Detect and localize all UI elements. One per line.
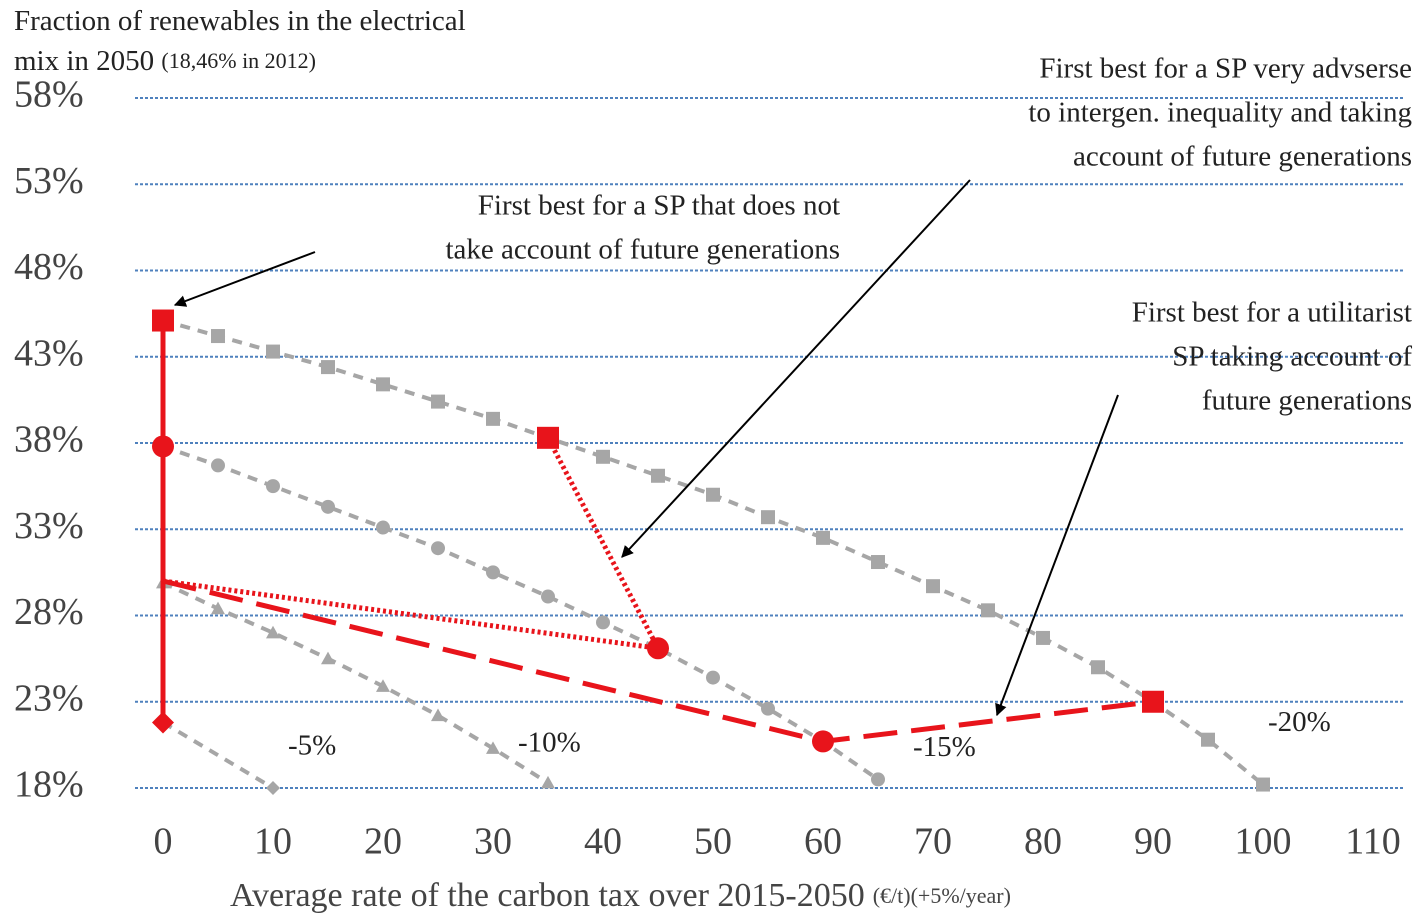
annotation-arrow bbox=[173, 251, 316, 307]
annotation: First best for a SP very advserse bbox=[1039, 53, 1412, 85]
annotation: future generations bbox=[1202, 385, 1412, 417]
marker bbox=[376, 377, 390, 392]
marker bbox=[537, 426, 559, 449]
series-line bbox=[162, 444, 880, 782]
marker bbox=[871, 555, 885, 570]
marker bbox=[376, 520, 390, 535]
marker bbox=[152, 435, 174, 458]
marker bbox=[1256, 777, 1270, 792]
y-tick-label: 58% bbox=[14, 74, 84, 116]
marker bbox=[647, 637, 669, 660]
x-tick-label: 110 bbox=[1345, 821, 1401, 863]
marker bbox=[152, 711, 174, 734]
annotation-arrow bbox=[995, 394, 1119, 717]
marker bbox=[152, 309, 174, 332]
series-line bbox=[161, 720, 275, 790]
x-tick-label: 40 bbox=[584, 821, 622, 863]
marker bbox=[1201, 732, 1215, 747]
x-tick-label: 100 bbox=[1235, 821, 1292, 863]
x-tick-label: 90 bbox=[1134, 821, 1172, 863]
marker bbox=[431, 394, 445, 409]
annotation: First best for a utilitarist bbox=[1132, 297, 1412, 329]
y-tick-label: 48% bbox=[14, 246, 84, 288]
x-tick-label: 70 bbox=[914, 821, 952, 863]
marker bbox=[266, 781, 280, 795]
marker bbox=[812, 730, 834, 753]
marker bbox=[211, 458, 225, 473]
marker bbox=[266, 625, 280, 639]
marker bbox=[321, 499, 335, 514]
marker bbox=[706, 670, 720, 685]
marker bbox=[486, 565, 500, 580]
y-title-text: mix in 2050 bbox=[14, 45, 161, 77]
series-label: -10% bbox=[518, 726, 581, 758]
x-tick-label: 20 bbox=[364, 821, 402, 863]
annotation: SP taking account of bbox=[1172, 341, 1412, 373]
series-line bbox=[162, 578, 1154, 744]
marker bbox=[1091, 660, 1105, 675]
marker bbox=[266, 344, 280, 359]
y-tick-label: 53% bbox=[14, 160, 84, 202]
annotation: take account of future generations bbox=[445, 234, 840, 266]
x-tick-label: 80 bbox=[1024, 821, 1062, 863]
marker bbox=[871, 772, 885, 787]
x-tick-label: 50 bbox=[694, 821, 732, 863]
annotation-arrow bbox=[621, 179, 971, 558]
marker bbox=[1142, 690, 1164, 713]
series-label: -20% bbox=[1268, 706, 1331, 738]
series-line bbox=[162, 318, 1265, 787]
marker bbox=[486, 741, 500, 754]
series-label: -15% bbox=[913, 731, 976, 763]
x-title: Average rate of the carbon tax over 2015… bbox=[230, 877, 1011, 914]
y-tick-label: 33% bbox=[14, 505, 84, 547]
marker bbox=[1036, 630, 1050, 645]
marker bbox=[211, 601, 225, 615]
marker bbox=[596, 615, 610, 630]
marker bbox=[706, 487, 720, 502]
marker bbox=[541, 589, 555, 604]
marker bbox=[761, 510, 775, 525]
marker bbox=[926, 579, 940, 594]
marker bbox=[816, 530, 830, 545]
x-tick-label: 60 bbox=[804, 821, 842, 863]
marker bbox=[431, 541, 445, 556]
x-title-note: (€/t)(+5%/year) bbox=[873, 883, 1011, 908]
x-tick-label: 10 bbox=[254, 821, 292, 863]
marker bbox=[981, 603, 995, 618]
x-tick-label: 30 bbox=[474, 821, 512, 863]
annotation: account of future generations bbox=[1073, 141, 1412, 173]
y-tick-label: 28% bbox=[14, 591, 84, 633]
marker bbox=[211, 329, 225, 344]
marker bbox=[596, 449, 610, 464]
y-tick-label: 18% bbox=[14, 764, 84, 806]
marker bbox=[651, 468, 665, 483]
marker bbox=[541, 775, 555, 789]
marker bbox=[486, 411, 500, 426]
annotation: First best for a SP that does not bbox=[478, 190, 840, 222]
x-title-text: Average rate of the carbon tax over 2015… bbox=[230, 877, 865, 914]
series-label: -5% bbox=[288, 730, 336, 762]
marker bbox=[321, 651, 335, 665]
y-tick-label: 43% bbox=[14, 332, 84, 374]
annotation: to intergen. inequality and taking bbox=[1028, 97, 1412, 129]
marker bbox=[266, 479, 280, 494]
y-tick-label: 38% bbox=[14, 419, 84, 461]
y-title-text: Fraction of renewables in the electrical bbox=[14, 5, 466, 37]
marker bbox=[321, 360, 335, 375]
x-tick-label: 0 bbox=[154, 821, 173, 863]
marker bbox=[761, 701, 775, 716]
marker bbox=[376, 679, 390, 692]
y-title: Fraction of renewables in the electrical… bbox=[14, 5, 466, 77]
marker bbox=[431, 708, 445, 722]
y-tick-label: 23% bbox=[14, 677, 84, 719]
y-title-note: (18,46% in 2012) bbox=[161, 48, 316, 73]
